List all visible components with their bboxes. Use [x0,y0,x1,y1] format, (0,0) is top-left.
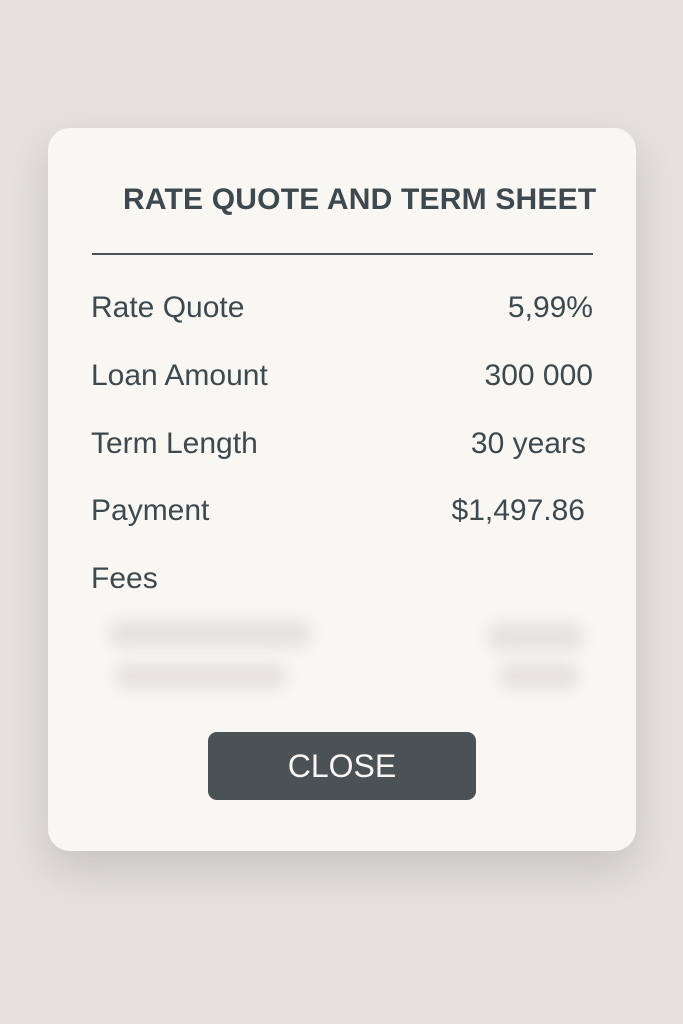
row-loan-amount: Loan Amount 300 000 [91,359,593,399]
row-value: 300 000 [484,359,593,392]
close-button[interactable]: CLOSE [208,732,476,800]
row-payment: Payment $1,497.86 [91,494,593,534]
row-label: Fees [91,562,158,595]
blurred-fee-label [116,663,286,689]
row-value: $1,497.86 [451,494,585,527]
row-value: 5,99% [507,291,593,324]
row-label: Term Length [91,427,258,460]
row-fees: Fees [91,562,593,602]
row-label: Payment [91,494,210,527]
blurred-fee-label [110,620,310,648]
rate-quote-dialog: RATE QUOTE AND TERM SHEET Rate Quote 5,9… [48,128,636,851]
title-divider [92,253,593,255]
row-rate-quote: Rate Quote 5,99% [91,291,593,331]
row-label: Rate Quote [91,291,245,324]
blurred-fee-value [500,663,578,689]
row-label: Loan Amount [91,359,268,392]
row-term-length: Term Length 30 years [91,427,593,467]
dialog-title: RATE QUOTE AND TERM SHEET [123,183,597,216]
blurred-fee-value [488,623,583,651]
row-value: 30 years [470,427,586,460]
